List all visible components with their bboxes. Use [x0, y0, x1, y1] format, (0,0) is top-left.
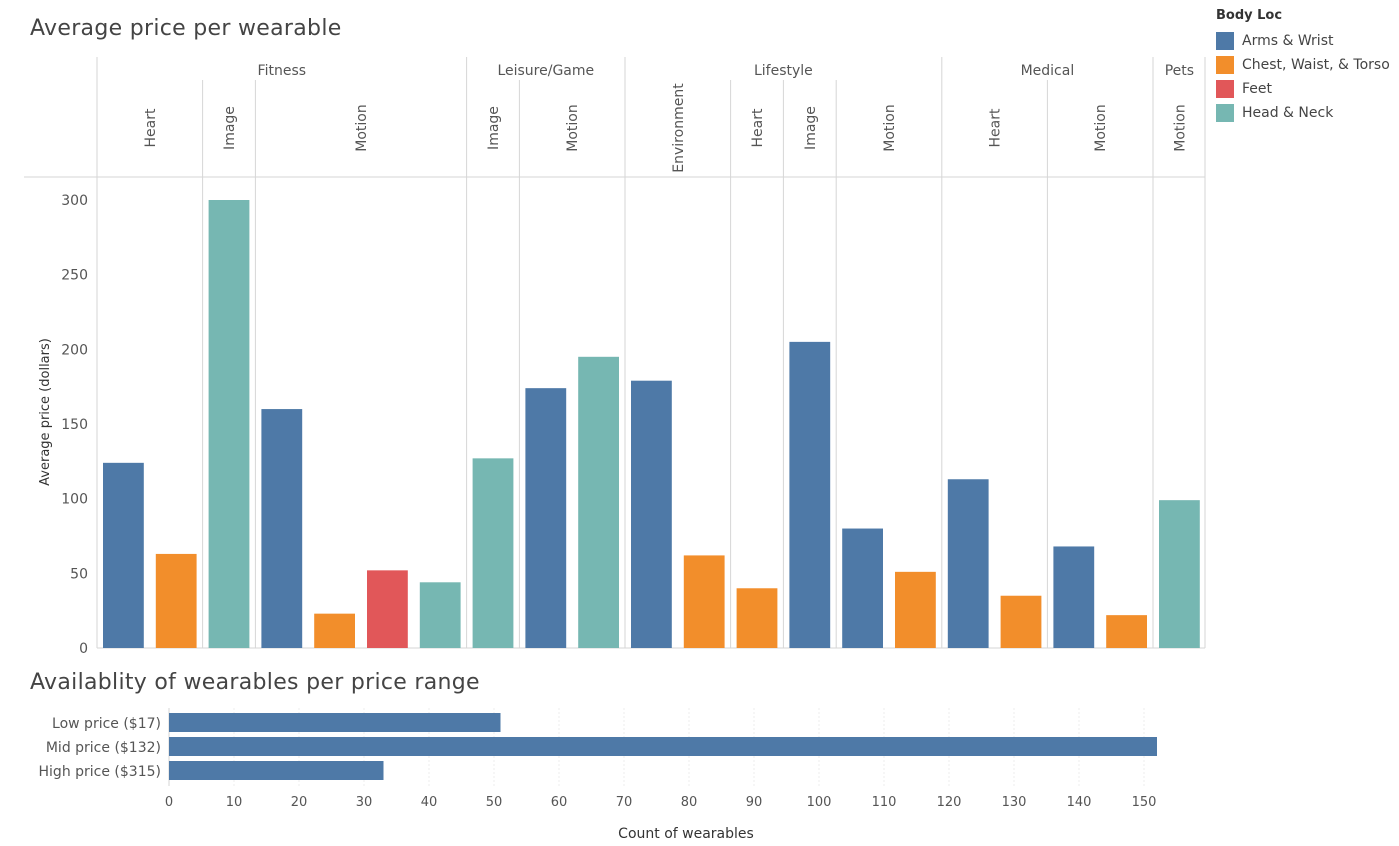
x-tick-label: 30: [356, 795, 373, 810]
legend-item-chest-waist-torso[interactable]: Chest, Waist, & Torso: [1216, 53, 1390, 77]
legend: Body Loc Arms & Wrist Chest, Waist, & To…: [1216, 8, 1390, 125]
category-label-fitness: Fitness: [258, 63, 307, 79]
legend-item-head-neck[interactable]: Head & Neck: [1216, 101, 1390, 125]
bar-fitness-heart-chest-waist-torso: [155, 553, 197, 648]
bar-medical-heart-chest-waist-torso: [1000, 595, 1042, 648]
legend-swatch: [1216, 32, 1234, 50]
price-bar-chart: 0 50 100 150 200 250 300 Average price (dollars…: [24, 57, 1206, 657]
subcategory-label: Image: [803, 106, 819, 150]
legend-title: Body Loc: [1216, 8, 1283, 23]
x-tick-label: 40: [421, 795, 438, 810]
bar-high-price-315: [169, 761, 384, 780]
subcategory-label: Image: [222, 106, 238, 150]
subcategory-label: Motion: [882, 104, 898, 151]
bar-leisure-game-image-head-neck: [472, 458, 514, 648]
x-tick-label: 100: [807, 795, 832, 810]
x-tick-label: 20: [291, 795, 308, 810]
subcategory-label: Motion: [565, 104, 581, 151]
x-tick-label: 10: [226, 795, 243, 810]
category-label-mid-price-132: Mid price ($132): [46, 740, 161, 756]
y-tick-label: 0: [79, 641, 88, 657]
x-tick-label: 140: [1067, 795, 1092, 810]
chart-title-availability: Availablity of wearables per price range: [30, 670, 480, 695]
y-tick-label: 100: [61, 492, 88, 508]
legend-label: Head & Neck: [1242, 105, 1334, 121]
subcategory-label: Motion: [354, 104, 370, 151]
legend-label: Arms & Wrist: [1242, 33, 1334, 49]
subcategory-label: Heart: [750, 108, 766, 147]
y-tick-label: 150: [61, 417, 88, 433]
legend-swatch: [1216, 56, 1234, 74]
x-tick-label: 70: [616, 795, 633, 810]
bar-medical-heart-arms-wrist: [947, 479, 989, 648]
y-tick-label: 50: [70, 566, 88, 582]
x-axis-label: Count of wearables: [618, 826, 754, 842]
x-tick-label: 0: [165, 795, 173, 810]
bar-lifestyle-environment-chest-waist-torso: [683, 555, 725, 648]
legend-label: Chest, Waist, & Torso: [1242, 57, 1390, 73]
y-tick-label: 250: [61, 268, 88, 284]
legend-item-arms-wrist[interactable]: Arms & Wrist: [1216, 29, 1390, 53]
category-label-low-price-17: Low price ($17): [52, 716, 161, 732]
subcategory-label: Heart: [988, 108, 1004, 147]
bar-fitness-heart-arms-wrist: [103, 462, 144, 648]
bar-medical-motion-arms-wrist: [1053, 546, 1095, 648]
bar-fitness-motion-chest-waist-torso: [314, 613, 355, 648]
bar-leisure-game-motion-arms-wrist: [525, 388, 567, 648]
bar-medical-motion-chest-waist-torso: [1106, 615, 1147, 648]
bar-fitness-motion-arms-wrist: [261, 409, 303, 648]
bar-mid-price-132: [169, 737, 1157, 756]
bar-lifestyle-image-arms-wrist: [789, 341, 831, 648]
bar-leisure-game-motion-head-neck: [578, 356, 619, 648]
x-tick-label: 90: [746, 795, 763, 810]
subcategory-label: Environment: [671, 83, 687, 173]
subcategory-label: Image: [486, 106, 502, 150]
bar-lifestyle-motion-chest-waist-torso: [895, 571, 936, 648]
x-tick-label: 80: [681, 795, 698, 810]
legend-item-feet[interactable]: Feet: [1216, 77, 1390, 101]
category-label-medical: Medical: [1021, 63, 1075, 79]
y-tick-label: 300: [61, 193, 88, 209]
bar-pets-motion-head-neck: [1159, 500, 1200, 648]
bar-lifestyle-heart-chest-waist-torso: [736, 588, 778, 648]
bar-lifestyle-motion-arms-wrist: [842, 528, 883, 648]
x-tick-label: 150: [1132, 795, 1157, 810]
x-tick-label: 120: [937, 795, 962, 810]
y-axis-label: Average price (dollars): [38, 338, 53, 486]
category-label-lifestyle: Lifestyle: [754, 63, 813, 79]
subcategory-label: Motion: [1093, 104, 1109, 151]
chart-title: Average price per wearable: [30, 16, 342, 41]
category-label-leisure-game: Leisure/Game: [497, 63, 594, 79]
y-tick-label: 200: [61, 342, 88, 358]
legend-label: Feet: [1242, 81, 1273, 97]
x-tick-label: 130: [1002, 795, 1027, 810]
category-label-pets: Pets: [1165, 63, 1194, 79]
subcategory-label: Motion: [1172, 104, 1188, 151]
x-tick-label: 60: [551, 795, 568, 810]
subcategory-label: Heart: [143, 108, 159, 147]
legend-swatch: [1216, 80, 1234, 98]
bar-fitness-motion-head-neck: [419, 582, 461, 648]
bar-fitness-image-head-neck: [208, 200, 250, 648]
x-tick-label: 50: [486, 795, 503, 810]
bar-lifestyle-environment-arms-wrist: [631, 380, 672, 648]
legend-swatch: [1216, 104, 1234, 122]
category-label-high-price-315: High price ($315): [39, 764, 161, 780]
bar-low-price-17: [169, 713, 501, 732]
x-tick-label: 110: [872, 795, 897, 810]
bar-fitness-motion-feet: [367, 570, 408, 648]
